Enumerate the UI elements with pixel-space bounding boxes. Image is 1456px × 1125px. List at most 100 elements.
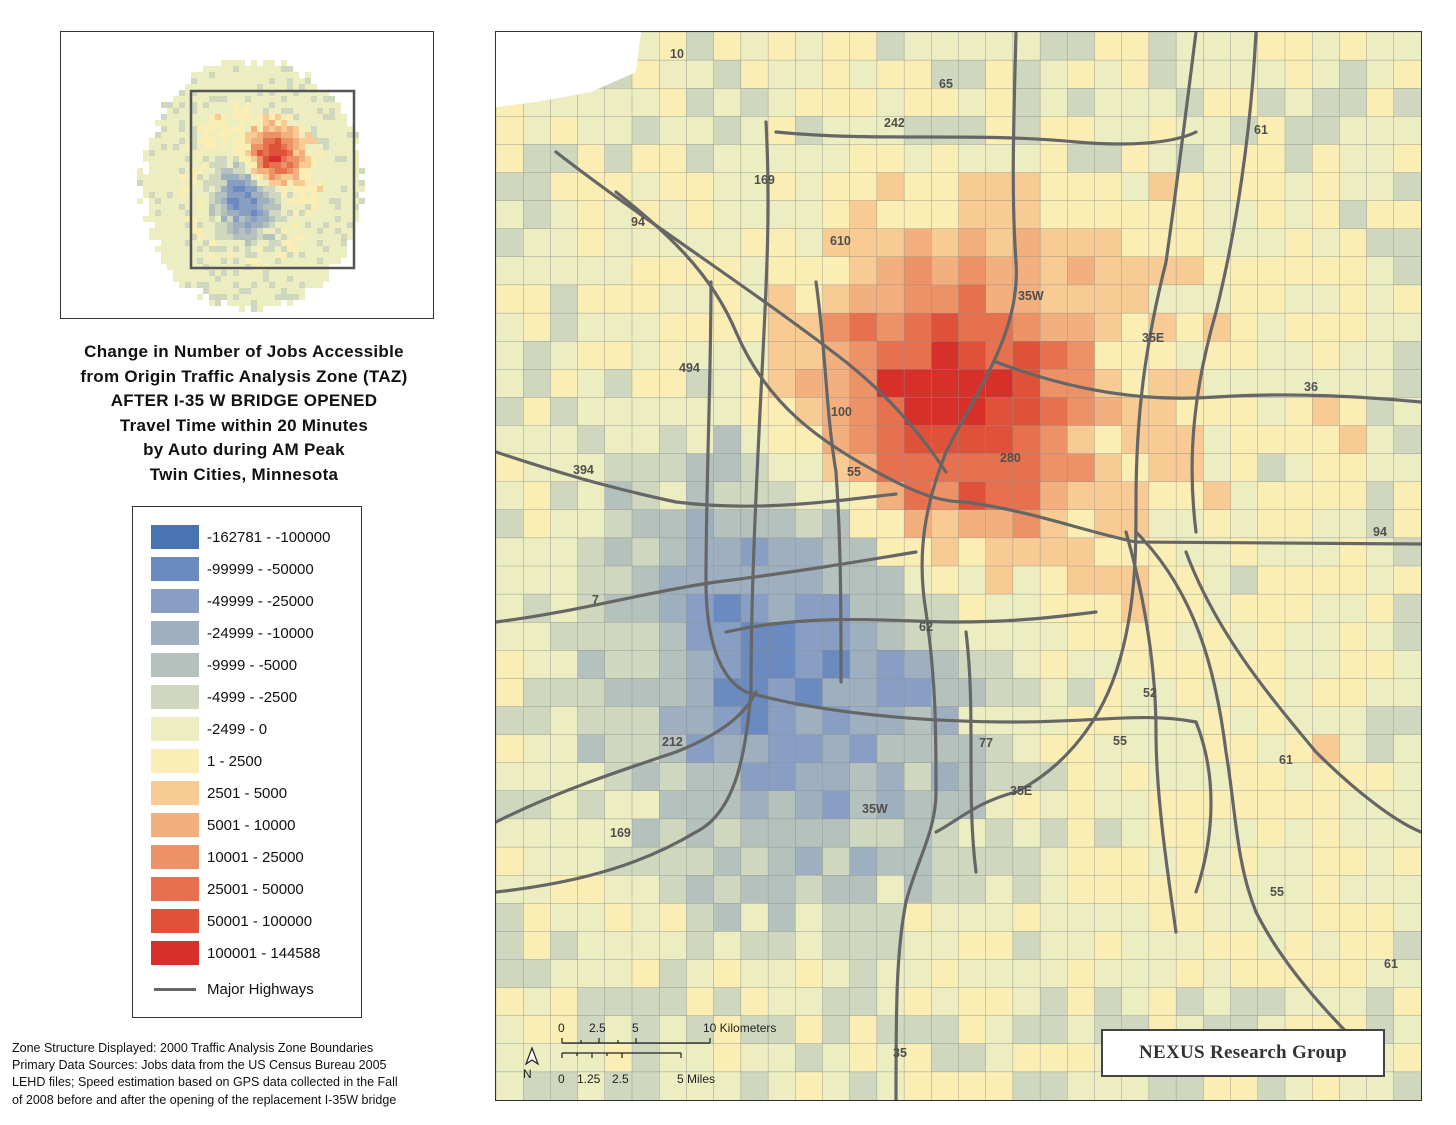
inset-zone (341, 210, 347, 216)
inset-zone (239, 78, 245, 84)
inset-zone (149, 162, 155, 168)
taz-zone (1039, 565, 1068, 595)
taz-zone (740, 959, 769, 988)
taz-zone (686, 593, 714, 623)
taz-zone (903, 200, 932, 230)
taz-zone (713, 1071, 742, 1100)
taz-zone (686, 678, 714, 707)
inset-zone (161, 204, 167, 210)
inset-zone (173, 222, 179, 228)
inset-zone (197, 180, 203, 186)
legend-label: -99999 - -50000 (207, 560, 314, 578)
taz-zone (1121, 425, 1150, 454)
taz-zone (1094, 537, 1123, 567)
taz-zone (1067, 425, 1095, 454)
taz-zone (1230, 256, 1259, 286)
inset-zone (287, 276, 293, 282)
taz-zone (631, 509, 660, 539)
inset-zone (305, 126, 311, 132)
taz-zone (1203, 706, 1232, 735)
taz-zone (1339, 622, 1368, 651)
title-line: AFTER I-35 W BRIDGE OPENED (110, 391, 378, 410)
inset-zone (311, 138, 317, 144)
inset-zone (269, 78, 275, 84)
taz-zone (686, 875, 714, 904)
inset-zone (155, 138, 161, 144)
inset-zone (215, 162, 221, 168)
inset-zone (275, 78, 281, 84)
taz-zone (496, 959, 524, 988)
taz-zone (1148, 284, 1177, 314)
inset-zone (257, 204, 263, 210)
taz-zone (604, 341, 633, 370)
taz-zone (1175, 453, 1204, 483)
inset-zone (173, 198, 179, 204)
inset-zone (221, 114, 227, 120)
inset-zone (305, 234, 311, 240)
inset-zone (155, 186, 161, 192)
taz-zone (1012, 172, 1041, 201)
taz-zone (1067, 144, 1095, 173)
taz-zone (1148, 59, 1177, 89)
taz-zone (876, 678, 905, 707)
taz-zone (713, 88, 742, 117)
taz-zone (1148, 369, 1177, 398)
inset-zone (269, 66, 275, 72)
taz-zone (1121, 144, 1150, 173)
taz-zone (1121, 650, 1150, 679)
taz-zone (1039, 172, 1068, 201)
inset-zone (185, 126, 191, 132)
inset-zone (179, 138, 185, 144)
inset-zone (287, 96, 293, 102)
taz-zone (822, 959, 851, 988)
inset-zone (341, 126, 347, 132)
taz-zone (1067, 1015, 1095, 1045)
inset-zone (203, 276, 209, 282)
taz-zones (496, 32, 1421, 1100)
inset-zone (155, 192, 161, 198)
inset-zone (311, 222, 317, 228)
inset-zone (185, 114, 191, 120)
taz-zone (496, 200, 524, 230)
inset-zone (287, 66, 293, 72)
taz-zone (1230, 678, 1259, 707)
inset-zone (233, 180, 239, 186)
inset-zone (173, 102, 179, 108)
inset-zone (251, 216, 257, 222)
taz-zone (903, 369, 932, 398)
taz-zone (658, 509, 687, 539)
inset-zone (317, 258, 323, 264)
legend: -162781 - -100000 -99999 - -50000 -49999… (132, 506, 362, 1018)
taz-zone (1203, 481, 1232, 511)
inset-zone (233, 258, 239, 264)
taz-zone (1175, 172, 1204, 201)
inset-zone (281, 270, 287, 276)
taz-zone (577, 734, 606, 764)
inset-zone (155, 222, 161, 228)
taz-zone (1148, 762, 1177, 792)
inset-zone (137, 174, 143, 180)
unmapped-area (496, 32, 641, 107)
taz-zone (1284, 256, 1313, 286)
taz-zone (1284, 593, 1313, 623)
taz-zone (686, 228, 714, 258)
inset-zone (209, 150, 215, 156)
inset-zone (203, 204, 209, 210)
inset-zone (263, 174, 269, 180)
taz-zone (1121, 762, 1150, 792)
taz-zone (795, 32, 823, 61)
taz-zone (1339, 32, 1368, 61)
taz-zone (767, 1071, 796, 1100)
inset-zone (269, 132, 275, 138)
legend-label: -2499 - 0 (207, 720, 268, 738)
taz-zone (1039, 790, 1068, 820)
taz-zone (1366, 509, 1395, 539)
inset-zone (209, 144, 215, 150)
inset-zone (263, 102, 269, 108)
inset-zone (245, 276, 251, 282)
legend-label: 25001 - 50000 (207, 880, 304, 898)
inset-zone (173, 210, 179, 216)
taz-zone (849, 1015, 878, 1045)
inset-zone (221, 276, 227, 282)
inset-zone (191, 222, 197, 228)
